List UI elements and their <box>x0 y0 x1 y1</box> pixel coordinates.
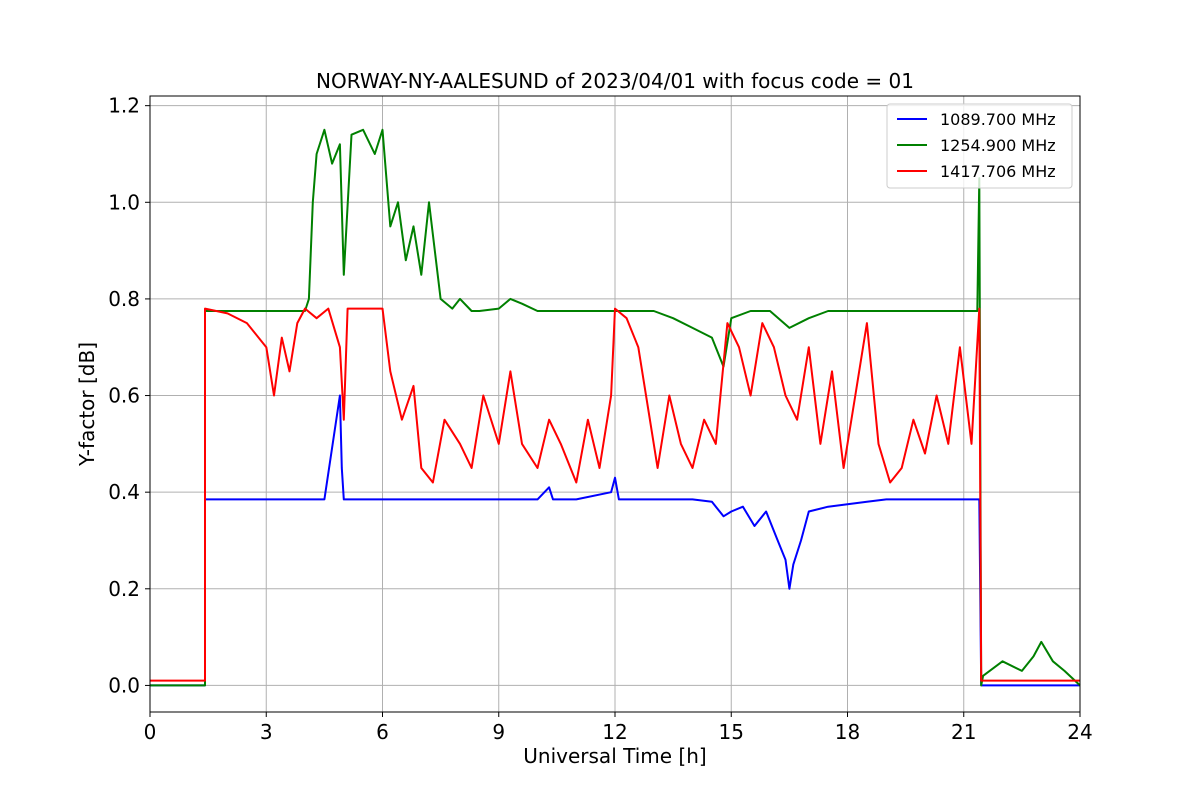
x-axis-label: Universal Time [h] <box>523 744 706 768</box>
legend-box <box>886 103 1073 189</box>
y-tick-label: 1.0 <box>108 190 140 214</box>
series-line-2 <box>150 128 1081 687</box>
x-tick-label: 24 <box>1067 720 1092 744</box>
y-axis-label: Y-factor [dB] <box>75 342 99 467</box>
y-tick-label: 0.2 <box>108 577 140 601</box>
legend-label-1: 1089.700 MHz <box>940 110 1056 129</box>
x-tick-label: 0 <box>144 720 157 744</box>
y-tick-label: 0.8 <box>108 287 140 311</box>
y-tick-label: 0.6 <box>108 384 140 408</box>
y-tick-label: 0.0 <box>108 673 140 697</box>
y-tick-label: 1.2 <box>108 94 140 118</box>
series-line-1 <box>150 394 1080 687</box>
x-tick-label: 6 <box>376 720 389 744</box>
chart-title: NORWAY-NY-AALESUND of 2023/04/01 with fo… <box>316 69 914 93</box>
series-line-3 <box>150 307 1080 682</box>
x-tick-label: 15 <box>719 720 744 744</box>
series-layer <box>150 128 1081 687</box>
x-axis: 0 3 6 9 12 15 18 21 24 <box>144 712 1093 744</box>
x-tick-label: 12 <box>602 720 627 744</box>
y-axis: 0.0 0.2 0.4 0.6 0.8 1.0 1.2 <box>108 94 150 697</box>
x-tick-label: 3 <box>260 720 273 744</box>
legend-label-3: 1417.706 MHz <box>940 162 1056 181</box>
y-tick-label: 0.4 <box>108 480 140 504</box>
legend: 1089.700 MHz 1254.900 MHz 1417.706 MHz <box>886 103 1073 189</box>
x-tick-label: 18 <box>835 720 860 744</box>
legend-label-2: 1254.900 MHz <box>940 136 1056 155</box>
x-tick-label: 21 <box>951 720 976 744</box>
x-tick-label: 9 <box>492 720 505 744</box>
